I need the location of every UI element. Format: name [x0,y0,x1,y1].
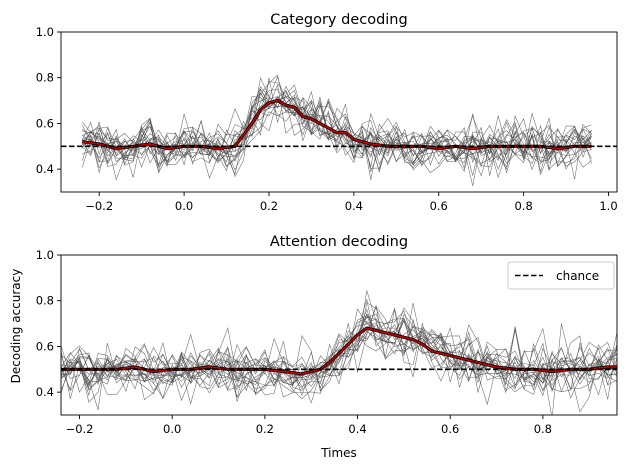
y-tick-label: 1.0 [36,248,54,262]
attention-decoding-title: Attention decoding [270,234,408,250]
x-tick-label: 1.0 [599,199,617,213]
legend-chance-label: chance [556,269,599,283]
legend-box [507,261,615,290]
x-tick-label: 0.8 [514,199,532,213]
y-tick-label: 0.4 [36,162,54,176]
subject-trace [82,83,592,164]
x-tick-label: 0.6 [430,199,448,213]
x-tick-label: 0.2 [260,199,278,213]
subject-trace [61,318,617,394]
y-axis-label: Decoding accuracy [9,269,23,384]
y-tick-label: 0.8 [36,71,54,85]
subject-trace [61,307,617,404]
subject-trace [61,314,617,400]
y-tick-label: 1.0 [36,25,54,39]
subject-trace [61,306,617,400]
x-tick-label: 0.4 [345,199,363,213]
mean-line [82,99,592,150]
x-tick-label: 0.0 [175,199,193,213]
y-tick-label: 0.4 [36,385,54,399]
subject-trace [61,318,617,411]
x-tick-label: 0.8 [534,422,552,436]
y-tick-label: 0.6 [36,339,54,353]
x-tick-label: 0.4 [348,422,366,436]
category-decoding-title: Category decoding [270,12,407,28]
subject-trace [61,317,617,406]
x-tick-label: −0.2 [85,199,113,213]
x-axis-label: Times [320,446,357,460]
y-tick-label: 0.8 [36,294,54,308]
mean-line [61,327,617,375]
subject-trace [61,309,617,397]
attention-decoding-panel: Attention decoding −0.2 0.0 0.2 0.4 0.6 0.8 0.… [9,234,618,460]
y-tick-label: 0.6 [36,116,54,130]
axes-frame [60,254,618,416]
subject-trace [61,331,617,392]
subject-trace [82,89,592,181]
x-tick-label: −0.2 [66,422,94,436]
axes-frame [60,31,618,193]
legend: chance [507,261,615,290]
subject-trace [82,92,592,173]
category-decoding-panel: Category decoding −0.2 0.0 0.2 0.4 0.6 0.8 1.0… [36,12,618,213]
x-tick-label: 0.2 [256,422,274,436]
subject-trace [81,101,592,178]
subject-trace [82,77,592,186]
subject-trace [82,88,592,170]
x-tick-label: 0.6 [441,422,459,436]
x-tick-label: 0.0 [163,422,181,436]
